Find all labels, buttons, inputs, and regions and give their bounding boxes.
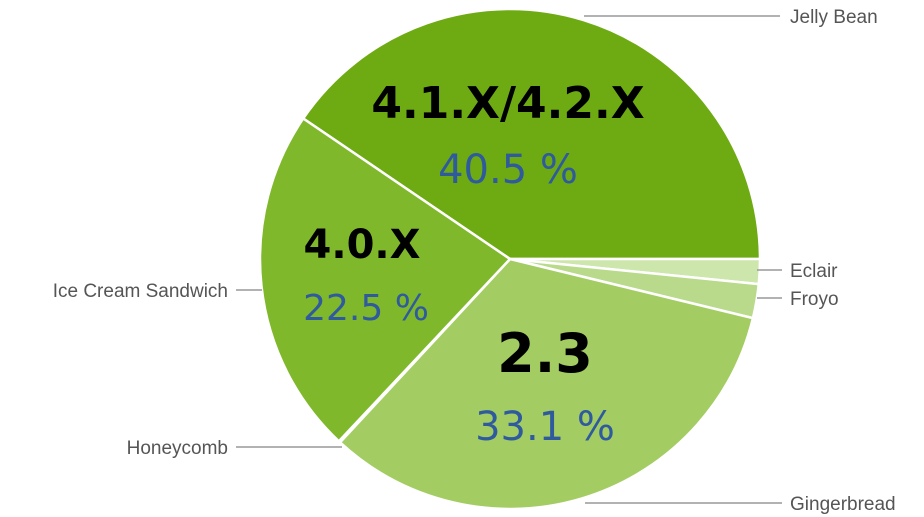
pie-slice-gingerbread <box>338 257 755 511</box>
pie-slice-jelly-bean <box>301 7 762 261</box>
slice-version-label-ice-cream-sandwich: 4.0.X <box>304 222 421 268</box>
legend-label-froyo: Froyo <box>790 289 839 310</box>
slice-percent-label-gingerbread: 33.1 % <box>475 404 615 450</box>
legend-label-ice-cream-sandwich: Ice Cream Sandwich <box>53 281 228 302</box>
slice-percent-label-jelly-bean: 40.5 % <box>438 147 578 193</box>
slice-percent-label-ice-cream-sandwich: 22.5 % <box>303 288 429 329</box>
legend-label-eclair: Eclair <box>790 261 838 282</box>
slice-version-label-jelly-bean: 4.1.X/4.2.X <box>371 78 644 129</box>
legend-label-gingerbread: Gingerbread <box>790 494 896 515</box>
slice-version-label-gingerbread: 2.3 <box>497 322 593 385</box>
pie-slice-ice-cream-sandwich <box>258 116 512 444</box>
legend-label-honeycomb: Honeycomb <box>127 438 228 459</box>
legend-label-jelly-bean: Jelly Bean <box>790 7 878 28</box>
